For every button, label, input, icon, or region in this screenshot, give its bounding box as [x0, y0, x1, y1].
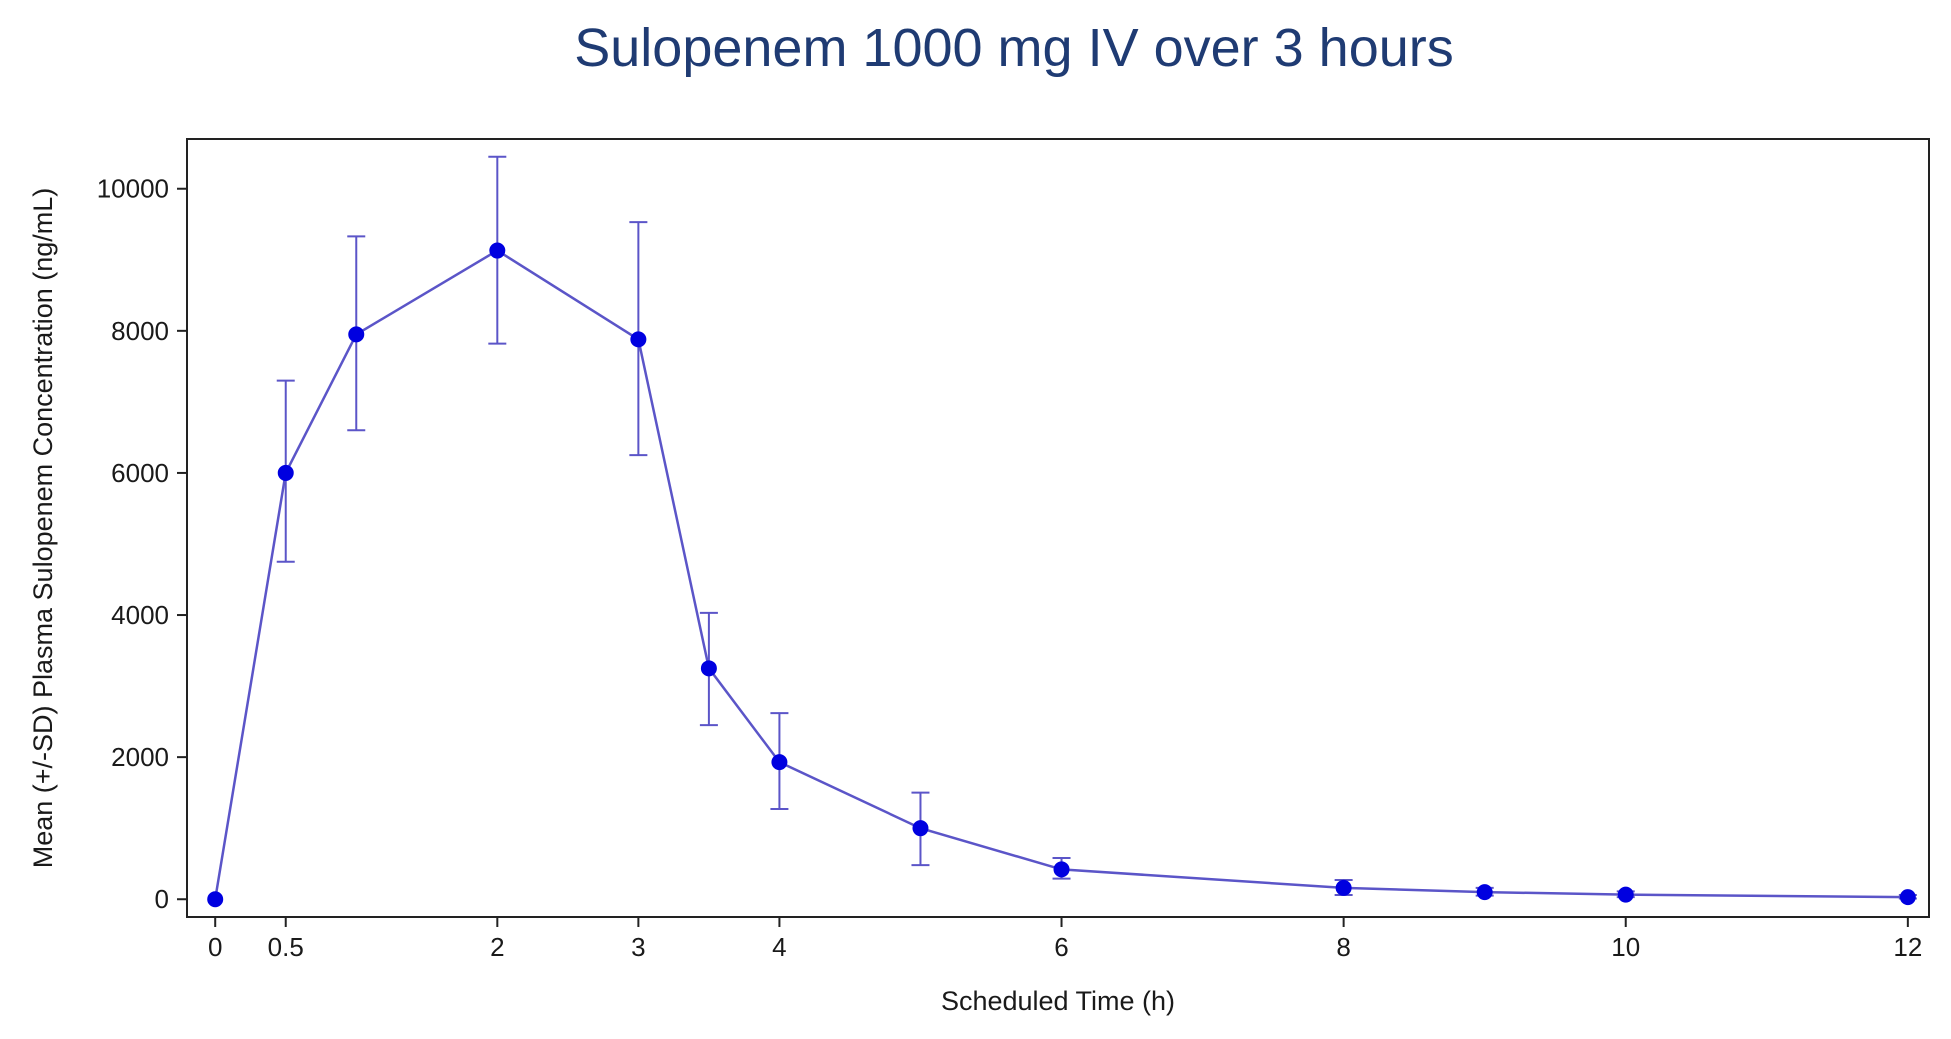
y-tick-label: 10000 [97, 174, 169, 204]
data-point [912, 820, 929, 837]
data-point [700, 660, 717, 677]
x-tick-label: 8 [1336, 932, 1350, 962]
x-axis-label: Scheduled Time (h) [941, 986, 1175, 1016]
x-tick-label: 10 [1611, 932, 1640, 962]
y-tick-label: 0 [155, 884, 169, 914]
y-tick-label: 2000 [111, 742, 169, 772]
data-point [1617, 886, 1634, 903]
series [207, 155, 1917, 908]
y-axis: 0 2000 4000 6000 8000 10000 [97, 174, 187, 914]
data-point [771, 754, 788, 771]
data-point [1899, 889, 1916, 906]
y-tick-label: 6000 [111, 458, 169, 488]
x-tick-label: 4 [772, 932, 786, 962]
x-tick-label: 12 [1893, 932, 1922, 962]
data-point [1335, 879, 1352, 896]
x-tick-label: 6 [1054, 932, 1068, 962]
data-point [1053, 861, 1070, 878]
data-point [277, 464, 294, 481]
data-point [489, 242, 506, 259]
x-tick-label: 2 [490, 932, 504, 962]
chart-title: Sulopenem 1000 mg IV over 3 hours [574, 18, 1454, 78]
y-axis-label: Mean (+/-SD) Plasma Sulopenem Concentrat… [28, 188, 58, 869]
x-tick-label: 0.5 [268, 932, 304, 962]
x-axis: 0 0.5 2 3 4 6 8 10 12 [208, 917, 1922, 962]
y-tick-label: 4000 [111, 600, 169, 630]
data-point [1476, 884, 1493, 901]
x-tick-label: 0 [208, 932, 222, 962]
y-tick-label: 8000 [111, 316, 169, 346]
data-point [348, 326, 365, 343]
data-point [207, 891, 224, 908]
plot-frame [186, 138, 1930, 918]
x-tick-label: 3 [631, 932, 645, 962]
series-line [213, 249, 1908, 900]
data-point [630, 331, 647, 348]
